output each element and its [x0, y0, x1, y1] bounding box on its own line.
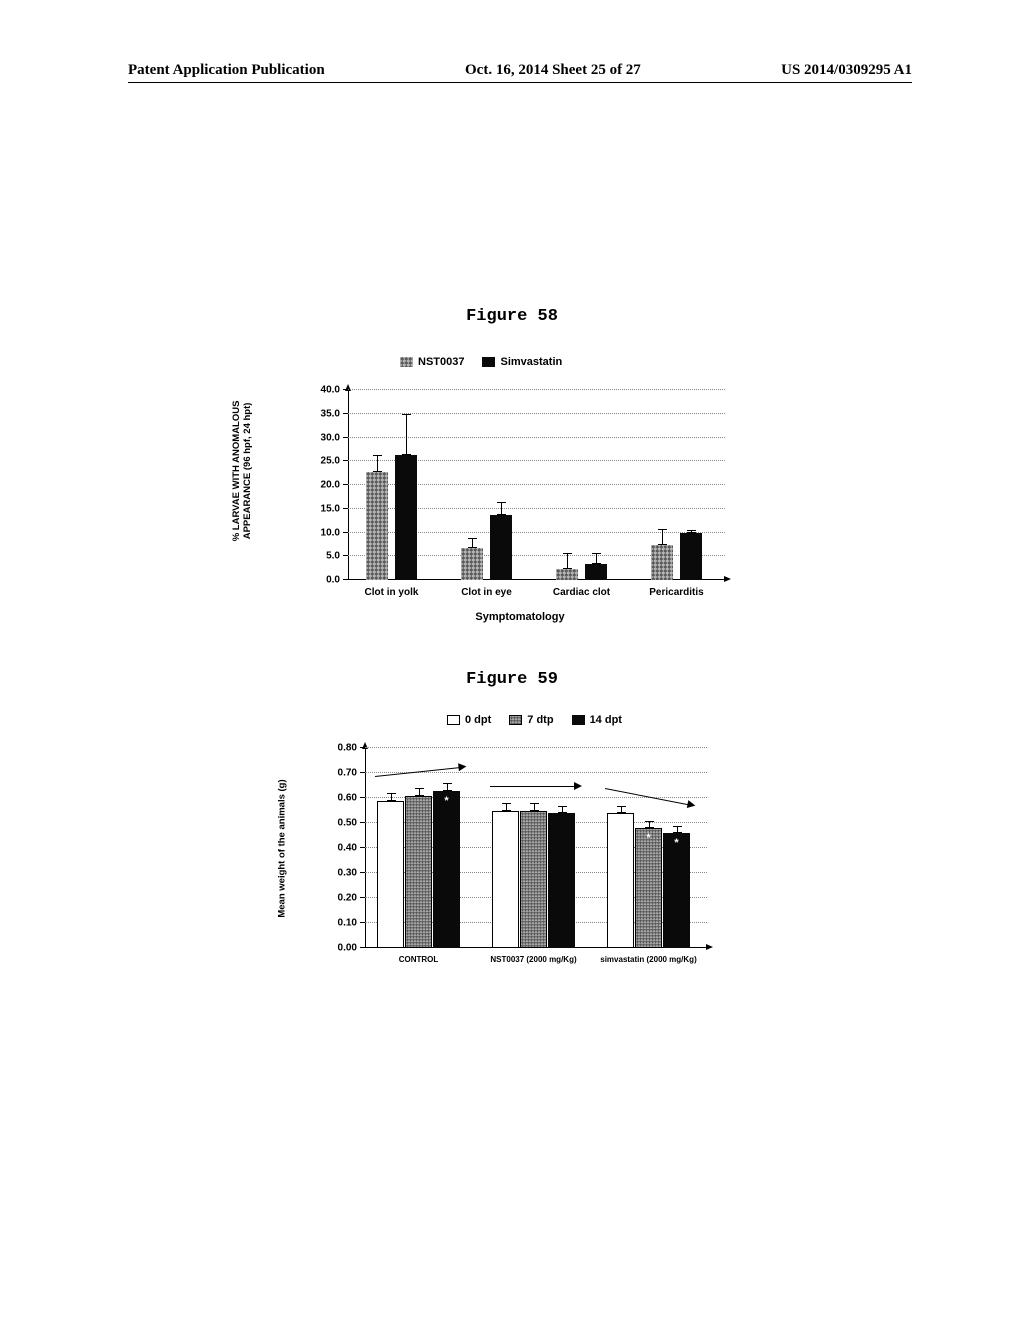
figure59-chart: 0 dpt 7 dtp 14 dpt Mean weight of the an… — [322, 728, 717, 993]
error-bar — [691, 530, 692, 534]
legend-label: 7 dtp — [527, 714, 553, 726]
x-category-label: Cardiac clot — [553, 587, 610, 598]
x-category-label: Clot in yolk — [365, 587, 419, 598]
legend-swatch-hatched — [400, 357, 413, 367]
figure59-label: Figure 59 — [466, 670, 558, 689]
legend-label: NST0037 — [418, 356, 464, 368]
y-tick-label: 30.0 — [321, 432, 340, 443]
legend-item-simvastatin: Simvastatin — [482, 356, 562, 368]
legend-item-7dtp: 7 dtp — [509, 714, 553, 726]
bar — [461, 548, 483, 580]
legend-label: Simvastatin — [500, 356, 562, 368]
figure59-legend: 0 dpt 7 dtp 14 dpt — [447, 714, 622, 726]
bar — [585, 564, 607, 580]
legend-item-0dpt: 0 dpt — [447, 714, 491, 726]
y-tick-label: 0.30 — [338, 868, 357, 879]
y-tick-label: 0.70 — [338, 768, 357, 779]
bar — [366, 472, 388, 580]
figure58-chart: NST0037 Simvastatin % LARVAE WITH ANOMAL… — [305, 370, 735, 625]
error-bar — [472, 538, 473, 548]
y-tick-label: 35.0 — [321, 408, 340, 419]
y-axis — [348, 390, 349, 580]
x-category-label: NST0037 (2000 mg/Kg) — [490, 955, 576, 964]
figure58-xaxis-title: Symptomatology — [475, 611, 564, 623]
y-tick-label: 20.0 — [321, 480, 340, 491]
bar — [490, 515, 512, 580]
significance-star: * — [674, 837, 678, 849]
error-bar — [406, 414, 407, 455]
bar — [651, 545, 673, 580]
y-tick-label: 25.0 — [321, 456, 340, 467]
error-bar — [567, 553, 568, 569]
x-category-label: Clot in eye — [461, 587, 512, 598]
y-tick-label: 0.00 — [338, 943, 357, 954]
error-bar — [562, 806, 563, 814]
significance-star: * — [646, 832, 650, 844]
error-bar — [649, 821, 650, 829]
y-tick-label: 15.0 — [321, 503, 340, 514]
bar — [520, 811, 547, 949]
x-category-label: simvastatin (2000 mg/Kg) — [600, 955, 696, 964]
y-tick-label: 0.80 — [338, 743, 357, 754]
bar — [395, 455, 417, 580]
y-tick-label: 0.60 — [338, 793, 357, 804]
y-tick-label: 0.0 — [326, 575, 340, 586]
bar — [607, 813, 634, 948]
legend-item-nst0037: NST0037 — [400, 356, 464, 368]
header-left: Patent Application Publication — [128, 62, 325, 79]
legend-label: 14 dpt — [590, 714, 622, 726]
legend-swatch-black — [482, 357, 495, 367]
bar — [556, 569, 578, 580]
y-axis — [365, 748, 366, 948]
figure58-legend: NST0037 Simvastatin — [400, 356, 562, 368]
error-bar — [596, 553, 597, 564]
figure58-plot: 0.05.010.015.020.025.030.035.040.0Clot i… — [348, 390, 725, 580]
y-tick-label: 10.0 — [321, 527, 340, 538]
figure58-label: Figure 58 — [466, 307, 558, 326]
bar — [377, 801, 404, 949]
y-tick-label: 0.50 — [338, 818, 357, 829]
error-bar — [677, 826, 678, 834]
error-bar — [506, 803, 507, 811]
page-header: Patent Application Publication Oct. 16, … — [128, 62, 912, 79]
trend-arrow — [490, 786, 575, 787]
bar — [492, 811, 519, 949]
error-bar — [662, 529, 663, 546]
figure59-plot: 0.000.100.200.300.400.500.600.700.80*CON… — [365, 748, 707, 948]
legend-swatch-hatched — [509, 715, 522, 725]
significance-star: * — [444, 795, 448, 807]
bar — [405, 796, 432, 949]
header-rule — [128, 82, 912, 83]
y-tick-label: 0.20 — [338, 893, 357, 904]
error-bar — [447, 783, 448, 791]
header-center: Oct. 16, 2014 Sheet 25 of 27 — [465, 62, 641, 79]
bar — [635, 828, 662, 948]
bar — [680, 533, 702, 580]
error-bar — [419, 788, 420, 796]
error-bar — [501, 502, 502, 516]
y-tick-label: 0.40 — [338, 843, 357, 854]
legend-label: 0 dpt — [465, 714, 491, 726]
bar — [663, 833, 690, 948]
y-tick-label: 5.0 — [326, 551, 340, 562]
error-bar — [377, 455, 378, 472]
bar — [433, 791, 460, 949]
header-right: US 2014/0309295 A1 — [781, 62, 912, 79]
y-tick-label: 0.10 — [338, 918, 357, 929]
legend-item-14dpt: 14 dpt — [572, 714, 622, 726]
error-bar — [391, 793, 392, 801]
y-tick-label: 40.0 — [321, 385, 340, 396]
x-category-label: CONTROL — [399, 955, 439, 964]
error-bar — [534, 803, 535, 811]
legend-swatch-black — [572, 715, 585, 725]
bar — [548, 813, 575, 948]
x-category-label: Pericarditis — [649, 587, 703, 598]
error-bar — [621, 806, 622, 814]
legend-swatch-white — [447, 715, 460, 725]
